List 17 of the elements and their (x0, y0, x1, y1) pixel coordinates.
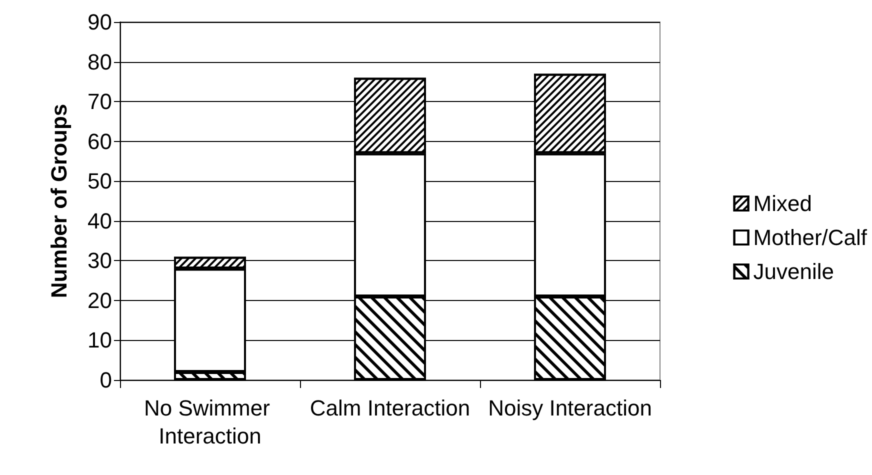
y-tick-label: 0 (100, 368, 112, 392)
y-tick-label: 20 (88, 288, 112, 313)
legend-label: Juvenile (753, 259, 834, 284)
y-tick-label: 40 (88, 208, 112, 234)
y-tick-label: 70 (88, 89, 112, 114)
y-tick-label: 90 (88, 10, 112, 34)
x-tick-label: No Swimmer Interaction (144, 396, 276, 448)
y-tick-label: 10 (88, 328, 112, 353)
x-tick-label: Calm Interaction (310, 396, 470, 420)
legend-label: Mixed (753, 191, 812, 216)
x-tick-label: Noisy Interaction (488, 396, 652, 420)
y-tick-label: 60 (88, 128, 112, 154)
y-tick-label: 80 (88, 49, 112, 74)
legend-label: Mother/Calf (753, 225, 868, 250)
y-axis-title: Number of Groups (46, 104, 72, 298)
y-tick-label: 30 (88, 248, 112, 274)
y-tick-label: 50 (88, 168, 112, 194)
